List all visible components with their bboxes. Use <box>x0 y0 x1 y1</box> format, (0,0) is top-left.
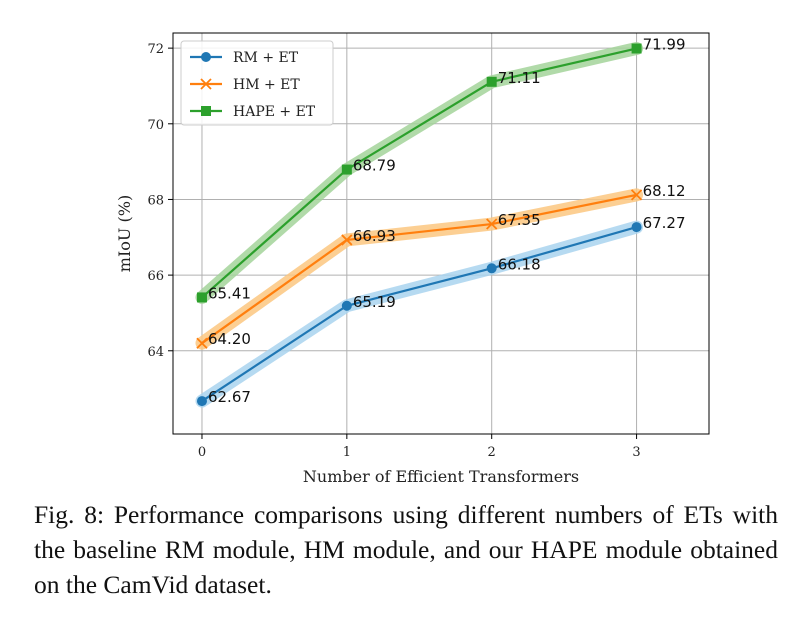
data-label: 68.79 <box>353 157 396 175</box>
x-tick-label: 3 <box>632 445 640 460</box>
legend: RM + ET HM + ET HAPE + ET <box>180 40 334 126</box>
legend-marker <box>201 106 211 116</box>
data-point <box>196 396 207 407</box>
series-line-2 <box>201 47 637 299</box>
data-point <box>486 218 498 230</box>
data-label: 64.20 <box>208 330 251 348</box>
legend-marker <box>201 52 211 62</box>
series-band-1 <box>195 188 644 350</box>
y-tick-label: 64 <box>147 345 164 360</box>
data-label: 71.99 <box>643 36 686 54</box>
data-label: 71.11 <box>498 69 541 87</box>
figure-caption: Fig. 8: Performance comparisons using di… <box>34 500 778 599</box>
data-point <box>196 292 207 303</box>
data-labels: 62.67 65.19 66.18 67.27 64.20 66.93 67.35 68.12… <box>208 36 686 407</box>
data-label: 66.93 <box>353 227 396 245</box>
y-tick-label: 68 <box>147 193 164 208</box>
series-line-0 <box>201 226 637 403</box>
data-point <box>630 189 643 201</box>
data-point <box>341 234 353 246</box>
legend-marker <box>200 78 212 90</box>
data-label: 62.67 <box>208 388 251 406</box>
data-label: 66.18 <box>498 255 541 273</box>
data-label: 65.19 <box>353 293 396 311</box>
y-tick-label: 70 <box>147 118 164 133</box>
x-tick-label: 0 <box>198 445 206 460</box>
data-label: 65.41 <box>208 284 251 302</box>
x-axis-ticks: 0 1 2 3 <box>198 434 641 460</box>
data-point <box>486 76 497 87</box>
series-markers <box>196 43 643 407</box>
x-tick-label: 1 <box>343 445 351 460</box>
series-lines <box>201 47 637 403</box>
data-point <box>631 222 642 233</box>
y-axis-ticks: 64 66 68 70 72 <box>147 42 173 360</box>
data-label: 68.12 <box>643 182 686 200</box>
legend-label: RM + ET <box>233 50 299 66</box>
data-point <box>486 263 497 274</box>
y-axis-label: mIoU (%) <box>115 195 134 272</box>
data-point <box>196 337 208 349</box>
data-point <box>341 164 352 175</box>
y-tick-label: 66 <box>147 269 164 284</box>
legend-label: HAPE + ET <box>233 104 316 120</box>
line-chart: 62.67 65.19 66.18 67.27 64.20 66.93 67.35 68.12… <box>115 32 710 486</box>
data-point <box>341 300 352 311</box>
legend-label: HM + ET <box>233 77 300 93</box>
plot-frame <box>172 32 710 435</box>
x-axis-label: Number of Efficient Transformers <box>303 467 579 486</box>
series-band-0 <box>195 220 644 408</box>
legend-box <box>180 40 334 126</box>
data-point <box>631 43 642 54</box>
data-label: 67.35 <box>498 211 541 229</box>
x-tick-label: 2 <box>488 445 496 460</box>
y-tick-label: 72 <box>147 42 164 57</box>
data-label: 67.27 <box>643 214 686 232</box>
series-line-1 <box>201 193 637 345</box>
